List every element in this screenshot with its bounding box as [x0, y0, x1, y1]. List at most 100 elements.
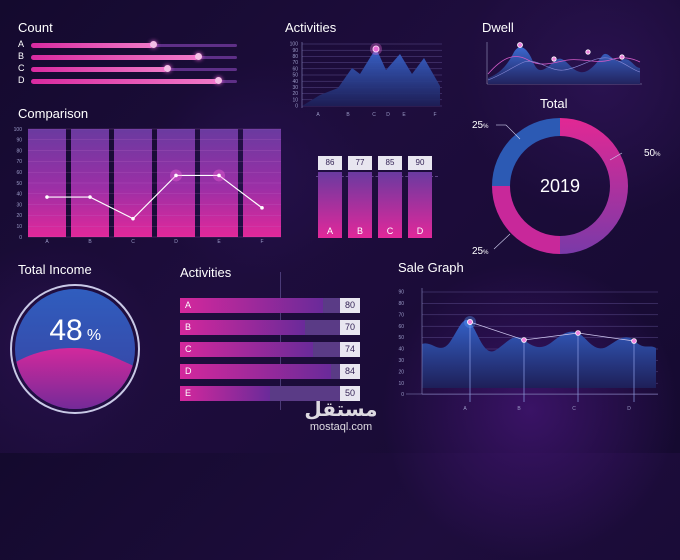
x-label: A	[463, 406, 467, 412]
count-row-a[interactable]: A	[18, 39, 238, 50]
y-tick: 80	[16, 148, 22, 154]
watermark: مستقل mostaql.com	[296, 398, 386, 434]
y-tick: 40	[16, 192, 22, 198]
y-tick: 60	[292, 66, 298, 72]
y-tick: 90	[398, 290, 404, 296]
y-tick: 100	[290, 42, 299, 48]
activities-top-area	[302, 48, 440, 106]
y-tick: 10	[292, 97, 298, 103]
comparison-point	[131, 216, 135, 221]
activity-bar-row[interactable]: D 84	[180, 364, 360, 379]
donut-pct-bottom-left: 25%	[472, 246, 489, 257]
donut-leader-bottom-left	[493, 233, 511, 250]
count-row-d[interactable]: D	[18, 75, 238, 86]
y-tick: 100	[14, 127, 23, 133]
activity-bar-value: 74	[340, 342, 360, 357]
mini-bar-value: 77	[348, 156, 372, 170]
comparison-point	[174, 173, 178, 178]
activity-bar-value: 70	[340, 320, 360, 335]
count-fill-d	[31, 79, 219, 84]
y-tick: 10	[16, 224, 22, 230]
y-tick: 80	[292, 54, 298, 60]
donut-center-label: 2019	[540, 176, 580, 196]
comparison-point	[260, 206, 264, 210]
x-label: B	[346, 112, 350, 118]
y-tick: 0	[295, 104, 298, 110]
activity-bar-row[interactable]: C 74	[180, 342, 360, 357]
activities-bottom-title: Activities	[180, 265, 232, 280]
y-tick: 20	[292, 91, 298, 97]
activity-bar-fill	[180, 320, 306, 335]
y-tick: 90	[292, 48, 298, 54]
mini-bars: 86 A 77 B 85 C 90 D	[316, 156, 438, 238]
dwell-line-3	[487, 57, 641, 81]
comparison-points	[45, 169, 264, 221]
sale-graph-line	[469, 321, 635, 342]
dwell-title: Dwell	[482, 20, 514, 35]
y-tick: 70	[292, 60, 298, 66]
activities-top-peak-marker	[372, 45, 380, 53]
total-donut: 2019 25% 50% 25%	[472, 118, 661, 257]
y-tick: 60	[16, 170, 22, 176]
gauge-value: 48	[49, 314, 82, 347]
mini-bar-label: D	[416, 226, 424, 236]
count-knob-a[interactable]	[149, 41, 157, 48]
activity-bar-row[interactable]: A 80	[180, 298, 360, 313]
y-tick: 70	[16, 159, 22, 165]
dwell-area	[488, 47, 640, 84]
total-income-gauge: 48 %	[10, 284, 140, 414]
mini-bar-value: 86	[318, 156, 342, 170]
mini-bars-dashed-line	[316, 176, 438, 177]
y-tick: 60	[398, 324, 404, 330]
gauge-outer-ring	[10, 284, 140, 414]
sale-graph-area	[422, 319, 656, 388]
activity-bar-fill	[180, 386, 270, 401]
activity-bar-fill	[180, 342, 313, 357]
count-knob-d[interactable]	[215, 77, 223, 84]
x-label: F	[433, 112, 436, 118]
total-title: Total	[540, 96, 568, 111]
count-knob-b[interactable]	[194, 53, 202, 60]
donut-leader-right	[609, 152, 623, 161]
count-row-c[interactable]: C	[18, 63, 238, 74]
dwell-marker	[517, 42, 523, 48]
donut-segment-top-left	[492, 118, 560, 186]
sale-graph-point	[467, 319, 474, 326]
donut-pct-right: 50%	[644, 148, 661, 159]
y-tick: 20	[16, 213, 22, 219]
activities-bottom-bars: A 80 B 70 C 74 D 84 E 50	[180, 298, 362, 408]
x-label: B	[517, 406, 521, 412]
count-label-d: D	[18, 75, 25, 85]
count-label-b: B	[18, 51, 25, 61]
count-row-b[interactable]: B	[18, 51, 238, 62]
comparison-line	[47, 174, 263, 220]
mini-bar-value: 90	[408, 156, 432, 170]
activity-bar-row[interactable]: B 70	[180, 320, 360, 335]
mini-bar: B	[348, 172, 372, 238]
comparison-title: Comparison	[18, 106, 89, 121]
activity-bar-label: D	[185, 366, 192, 376]
x-label: A	[316, 112, 320, 118]
y-tick: 20	[398, 369, 404, 375]
x-label: D	[174, 239, 178, 245]
y-tick: 10	[398, 381, 404, 387]
dwell-marker	[619, 54, 625, 60]
x-label: D	[386, 112, 390, 118]
x-label: B	[88, 239, 92, 245]
y-tick: 50	[398, 335, 404, 341]
activity-bar-row[interactable]: E 50	[180, 386, 360, 401]
count-fill-c	[31, 67, 167, 72]
watermark-arabic: مستقل	[304, 397, 378, 421]
x-label: A	[45, 239, 49, 245]
mini-bar-column: 90 D	[408, 156, 432, 238]
count-knob-c[interactable]	[163, 65, 171, 72]
mini-bar-column: 77 B	[348, 156, 372, 238]
activity-bar-label: A	[185, 300, 192, 310]
y-tick: 30	[292, 85, 298, 91]
activity-bar-value: 84	[340, 364, 360, 379]
y-tick: 90	[16, 138, 22, 144]
sale-graph-point	[631, 338, 637, 344]
